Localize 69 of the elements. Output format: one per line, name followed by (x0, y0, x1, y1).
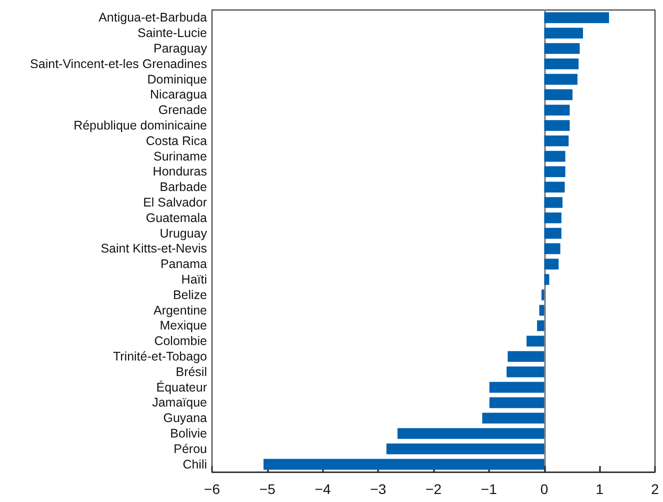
bar (398, 428, 544, 439)
bar (544, 136, 569, 146)
bar (264, 458, 544, 470)
bar (544, 243, 560, 254)
x-tick-label: 0 (540, 481, 548, 497)
y-tick-label: Panama (160, 257, 208, 272)
bar (544, 228, 562, 239)
y-tick-label: Guatemala (146, 210, 208, 225)
y-tick-label: République dominicaine (74, 118, 208, 132)
y-tick-label: Sainte-Lucie (138, 26, 208, 40)
y-tick-label: Pérou (174, 442, 208, 456)
y-tick-label: Chili (182, 457, 207, 472)
bar (544, 182, 565, 192)
bar (544, 89, 572, 100)
x-tick-label: −3 (370, 481, 386, 497)
y-tick-label: El Salvador (143, 196, 207, 210)
bar (544, 120, 570, 131)
y-tick-label: Haïti (181, 272, 207, 286)
bar (482, 412, 544, 424)
y-tick-label: Dominique (147, 72, 208, 86)
bar (544, 197, 563, 208)
bar (508, 351, 544, 362)
y-tick-label: Suriname (154, 149, 208, 164)
y-tick-label: Jamaïque (152, 396, 208, 410)
bar (526, 336, 544, 346)
x-tick-label: −1 (480, 481, 498, 497)
y-tick-label: Antigua-et-Barbuda (98, 10, 208, 25)
x-tick-label: −4 (314, 481, 331, 497)
bar (544, 212, 562, 224)
y-tick-label: Brésil (176, 364, 207, 379)
y-tick-label: Honduras (152, 164, 207, 179)
bar (544, 74, 578, 85)
bar (386, 444, 544, 454)
bar (541, 290, 544, 300)
x-tick-label: −2 (426, 481, 442, 497)
y-tick-label: Belize (172, 288, 208, 302)
y-tick-label: Paraguay (153, 42, 208, 56)
y-tick-label: Saint Kitts-et-Nevis (100, 242, 207, 256)
bar (537, 320, 544, 332)
y-tick-label: Guyana (163, 411, 208, 426)
x-tick-label: 1 (596, 481, 604, 497)
y-tick-label: Barbade (160, 180, 208, 194)
bar (544, 28, 584, 38)
bar (544, 43, 580, 54)
y-tick-label: Bolivie (170, 426, 208, 440)
bar (544, 104, 570, 116)
bar (544, 58, 579, 70)
bar (489, 397, 544, 408)
bar (506, 366, 544, 378)
bar (544, 150, 566, 162)
bar (489, 382, 544, 393)
y-tick-label: Uruguay (160, 226, 208, 240)
y-tick-label: Colombie (154, 334, 208, 348)
y-tick-label: Nicaragua (150, 88, 208, 102)
y-tick-label: Mexique (160, 318, 208, 333)
y-tick-label: Costa Rica (146, 134, 208, 148)
y-tick-label: Équateur (156, 380, 207, 394)
y-tick-label: Saint-Vincent-et-les Grenadines (30, 56, 207, 71)
y-tick-label: Argentine (153, 303, 208, 318)
y-tick-label: Trinité-et-Tobago (112, 350, 208, 364)
bar (539, 304, 544, 316)
bar (544, 166, 566, 178)
bar (544, 12, 610, 24)
x-tick-label: −5 (259, 481, 276, 497)
x-tick-label: −6 (204, 481, 220, 497)
y-tick-label: Grenade (158, 103, 208, 118)
bar (544, 258, 559, 270)
bar (544, 274, 550, 285)
x-tick-label: 2 (651, 481, 660, 497)
